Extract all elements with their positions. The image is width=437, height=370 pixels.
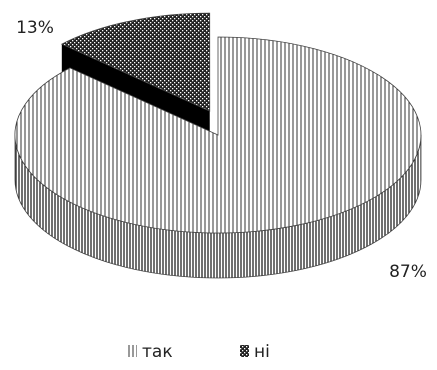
legend-swatch xyxy=(240,345,249,357)
legend-label: ні xyxy=(254,342,270,362)
data-label: 87% xyxy=(389,262,427,282)
legend-swatch xyxy=(128,345,137,357)
slice xyxy=(60,12,211,112)
legend-label: так xyxy=(142,342,173,362)
data-label: 13% xyxy=(16,18,54,38)
slice xyxy=(14,36,422,234)
